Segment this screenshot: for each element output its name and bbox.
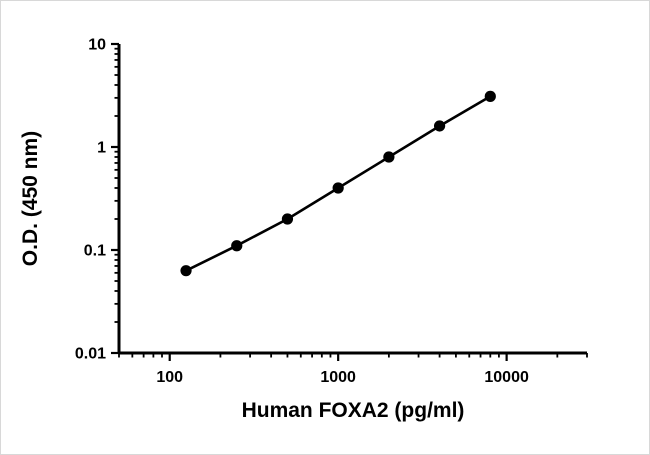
y-tick-label: 10 xyxy=(88,37,106,54)
data-point xyxy=(484,90,496,102)
x-tick-label: 1000 xyxy=(320,369,356,386)
data-point xyxy=(433,120,446,132)
axes xyxy=(117,44,587,355)
y-tick-label: 0.01 xyxy=(75,346,106,363)
tick-labels: 100 1000 10000 0.01 0.1 1 10 xyxy=(75,37,529,387)
x-tick-label: 10000 xyxy=(484,369,529,386)
x-axis-title: Human FOXA2 (pg/ml) xyxy=(242,399,465,422)
y-tick-label: 0.1 xyxy=(84,243,106,260)
tick-marks xyxy=(111,42,588,361)
y-axis-title: O.D. (450 nm) xyxy=(19,131,42,266)
data-point xyxy=(231,240,243,252)
data-point xyxy=(281,213,294,225)
x-tick-label: 100 xyxy=(156,369,183,386)
data-point xyxy=(332,182,344,194)
data-point xyxy=(383,151,395,163)
y-tick-label: 1 xyxy=(97,140,106,157)
data-point xyxy=(180,265,192,277)
